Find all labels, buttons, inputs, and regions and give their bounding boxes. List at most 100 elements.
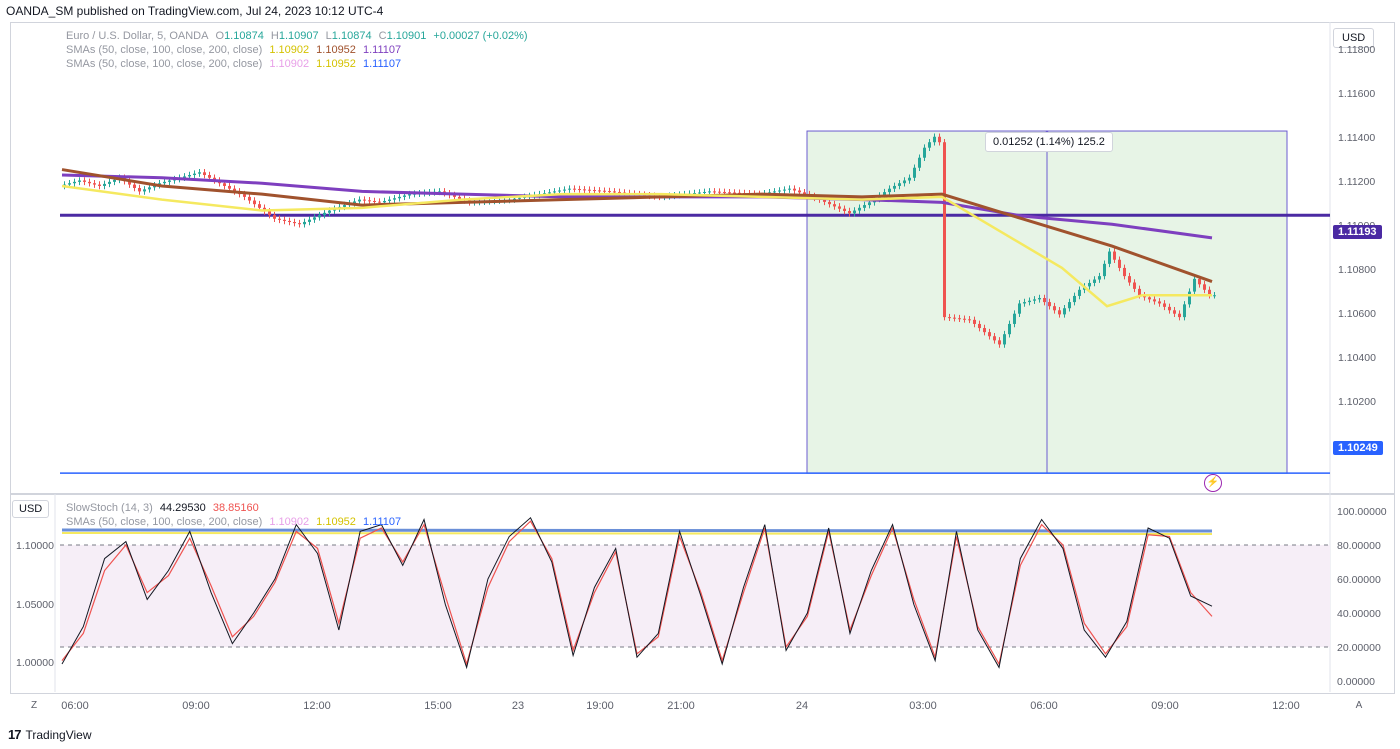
candle-body bbox=[68, 183, 71, 185]
candle-body bbox=[323, 212, 326, 216]
lightning-icon[interactable]: ⚡ bbox=[1204, 474, 1222, 492]
candle-body bbox=[188, 175, 191, 177]
main-pane[interactable] bbox=[10, 22, 1395, 494]
candle-body bbox=[138, 188, 141, 192]
stoch-d-line bbox=[61, 520, 1213, 667]
auto-scale-button[interactable]: A bbox=[1355, 700, 1363, 711]
candle-body bbox=[843, 208, 846, 212]
y-tick: 1.11200 bbox=[1338, 176, 1376, 188]
stoch-currency-label[interactable]: USD bbox=[12, 500, 50, 518]
sma-legend-label-2: SMAs (50, close, 100, close, 200, close) bbox=[66, 58, 263, 70]
zoom-reset-button[interactable]: Z bbox=[30, 700, 38, 711]
candle-body bbox=[973, 319, 976, 324]
candle-body bbox=[98, 184, 101, 186]
candle-body bbox=[78, 180, 81, 182]
low-value: 1.10874 bbox=[331, 30, 372, 42]
candle-body bbox=[593, 190, 596, 192]
candle-body bbox=[1063, 308, 1066, 315]
candle-body bbox=[583, 189, 586, 191]
candle-body bbox=[1053, 306, 1056, 311]
open-value: 1.10874 bbox=[224, 30, 264, 42]
high-value: 1.10907 bbox=[278, 30, 319, 42]
footer-brand[interactable]: 17 TradingView bbox=[8, 727, 92, 742]
candle-body bbox=[398, 196, 401, 199]
candle-body bbox=[768, 192, 771, 194]
candle-body bbox=[893, 185, 896, 189]
candle-body bbox=[773, 191, 776, 193]
candle-body bbox=[1113, 251, 1116, 260]
candle-body bbox=[1033, 299, 1036, 301]
candle-body bbox=[823, 199, 826, 202]
price-tag-upper: 1.11193 bbox=[1333, 225, 1382, 239]
candle-body bbox=[93, 183, 96, 185]
x-tick: 03:00 bbox=[909, 700, 937, 712]
candle-body bbox=[838, 206, 841, 209]
brand-name: TradingView bbox=[25, 727, 92, 742]
stoch-band-fill bbox=[60, 545, 1330, 647]
candle-body bbox=[918, 157, 921, 168]
candle-body bbox=[1023, 302, 1026, 304]
candle-body bbox=[578, 189, 581, 191]
stoch-pane[interactable] bbox=[10, 494, 1395, 694]
sma-legend-value-200: 1.11107 bbox=[362, 44, 402, 56]
candle-body bbox=[1188, 291, 1191, 305]
candle-body bbox=[203, 172, 206, 176]
candle-body bbox=[988, 332, 991, 337]
stoch-left-tick: 1.10000 bbox=[16, 540, 54, 552]
candle-body bbox=[223, 183, 226, 186]
candle-body bbox=[328, 210, 331, 213]
candle-body bbox=[248, 196, 251, 201]
candle-body bbox=[933, 136, 936, 143]
sma-legend-value-100: 1.10952 bbox=[316, 44, 356, 56]
x-tick: 06:00 bbox=[61, 700, 89, 712]
candle-body bbox=[73, 181, 76, 184]
candle-body bbox=[948, 317, 951, 319]
measure-label: 0.01252 (1.14%) 125.2 bbox=[985, 132, 1113, 152]
candle-body bbox=[153, 185, 156, 188]
candle-body bbox=[518, 197, 521, 199]
candle-body bbox=[913, 167, 916, 178]
candle-body bbox=[998, 340, 1001, 345]
stoch-name: SlowStoch (14, 3) bbox=[66, 502, 153, 514]
candle-body bbox=[1213, 295, 1216, 297]
candle-body bbox=[863, 205, 866, 208]
sma-50-line bbox=[61, 184, 1212, 308]
candle-body bbox=[1133, 282, 1136, 289]
candle-body bbox=[168, 180, 171, 182]
candle-body bbox=[1058, 310, 1061, 315]
sma2-legend-value-2: 1.10952 bbox=[316, 58, 356, 70]
candle-body bbox=[1093, 279, 1096, 283]
sma-legend-value-50: 1.10902 bbox=[269, 44, 310, 56]
stoch-sma-value-3: 1.11107 bbox=[362, 516, 402, 528]
high-label: H bbox=[270, 30, 279, 42]
candle-body bbox=[453, 195, 456, 197]
candle-body bbox=[1028, 300, 1031, 303]
ohlc-high: H1.10907 bbox=[271, 30, 319, 42]
candle-body bbox=[728, 192, 731, 194]
x-tick: 09:00 bbox=[1151, 700, 1179, 712]
candle-body bbox=[828, 201, 831, 205]
candle-body bbox=[198, 172, 201, 174]
symbol-label: Euro / U.S. Dollar, 5, OANDA bbox=[66, 30, 209, 42]
candle-body bbox=[1178, 313, 1181, 318]
candle-body bbox=[243, 194, 246, 197]
stoch-series-group bbox=[61, 516, 1213, 670]
candle-body bbox=[228, 185, 231, 189]
candle-body bbox=[943, 142, 946, 318]
stoch-sma-yellow-line bbox=[61, 532, 1213, 535]
currency-button[interactable]: USD bbox=[1333, 28, 1375, 48]
candle-body bbox=[968, 319, 971, 321]
ohlc-close: C1.10901 bbox=[379, 30, 427, 42]
candle-body bbox=[128, 181, 131, 185]
candle-body bbox=[1018, 303, 1021, 314]
candle-body bbox=[143, 189, 146, 192]
candle-body bbox=[798, 190, 801, 193]
candle-body bbox=[268, 211, 271, 216]
candle-body bbox=[563, 189, 566, 191]
candle-body bbox=[378, 201, 381, 203]
candle-body bbox=[278, 218, 281, 220]
candle-body bbox=[993, 336, 996, 341]
stoch-right-tick: 100.00000 bbox=[1337, 506, 1387, 518]
candle-body bbox=[723, 191, 726, 193]
